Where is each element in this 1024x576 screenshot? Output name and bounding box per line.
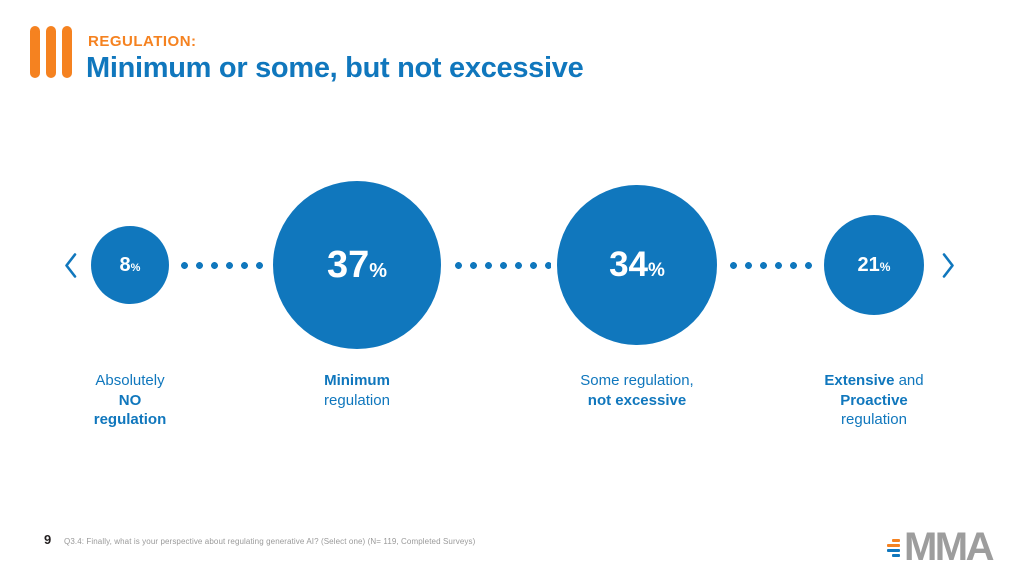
dotted-connector [726, 262, 818, 269]
bubble-minimum-regulation: 37% [273, 181, 441, 349]
bubble-value: 37 [326, 243, 370, 286]
label-line: Extensive and [824, 372, 924, 389]
bubble-no-regulation: 8% [91, 226, 169, 304]
dotted-connector [451, 262, 551, 269]
kicker: REGULATION: [88, 33, 197, 50]
label-line: regulation [93, 411, 167, 428]
percent-sign: % [130, 261, 141, 274]
mma-logo: MMA [886, 525, 995, 569]
label-line: regulation [324, 391, 390, 409]
label-line: regulation [841, 411, 907, 428]
percent-sign: % [648, 260, 665, 281]
bubble-value: 8 [119, 253, 131, 276]
page-title: Minimum or some, but not excessive [86, 52, 584, 84]
bubble-extensive-regulation: 21% [824, 215, 924, 315]
label-line: Proactive [840, 391, 908, 409]
bubble-label-extensive-regulation: Extensive and Proactive regulation [774, 371, 974, 430]
footnote: Q3.4: Finally, what is your perspective … [64, 537, 476, 546]
bubble-label-some-regulation: Some regulation, not excessive [537, 371, 737, 410]
chevron-left-icon [65, 253, 77, 278]
dotted-connector [177, 262, 267, 269]
bubble-label-no-regulation: Absolutely NO regulation [30, 371, 230, 430]
bubble-label-minimum-regulation: Minimum regulation [257, 371, 457, 410]
percent-sign: % [879, 259, 891, 274]
chevron-right-icon [942, 253, 954, 278]
label-line: Some regulation, [580, 372, 694, 389]
percent-sign: % [369, 259, 388, 282]
label-line: Absolutely [95, 372, 165, 389]
label-line: Minimum [324, 372, 390, 389]
bubble-some-regulation: 34% [557, 185, 717, 345]
bubble-value: 34 [609, 245, 649, 284]
bubble-value: 21 [857, 253, 880, 276]
brand-bars-icon [30, 26, 72, 78]
mma-logo-text: MMA [903, 525, 995, 569]
page-number: 9 [44, 532, 52, 547]
label-line: NO [118, 391, 142, 409]
label-line: not excessive [587, 391, 687, 409]
mma-logo-mark-icon [886, 539, 900, 557]
